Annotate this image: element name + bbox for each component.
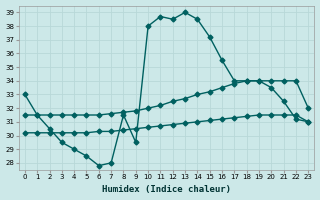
- X-axis label: Humidex (Indice chaleur): Humidex (Indice chaleur): [102, 185, 231, 194]
